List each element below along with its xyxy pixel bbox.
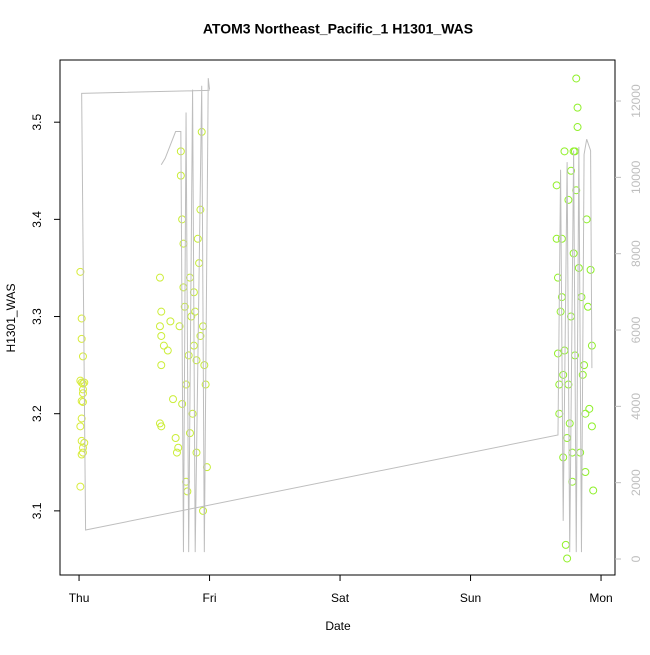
data-point (157, 331, 166, 340)
data-point (199, 506, 208, 515)
data-point (179, 239, 188, 248)
data-point (77, 314, 86, 323)
data-point (553, 273, 562, 282)
data-point (589, 486, 598, 495)
x-tick-label: Thu (69, 591, 90, 605)
data-point (556, 307, 565, 316)
data-point (583, 302, 592, 311)
y2-tick-label: 0 (629, 555, 643, 562)
data-point (155, 273, 164, 282)
y-axis-label: H1301_WAS (4, 284, 18, 353)
data-point (77, 414, 86, 423)
data-point (573, 103, 582, 112)
data-point (574, 263, 583, 272)
data-point (563, 554, 572, 563)
data-point (564, 195, 573, 204)
data-point (580, 361, 589, 370)
data-point (178, 215, 187, 224)
data-point (553, 349, 562, 358)
data-point (581, 468, 590, 476)
data-point (77, 397, 86, 406)
data-point (174, 443, 183, 452)
data-point (187, 312, 196, 321)
data-point (155, 322, 164, 331)
x-tick-label: Fri (203, 591, 217, 605)
data-point (559, 370, 568, 379)
data-point (568, 448, 577, 457)
y2-tick-label: 12000 (629, 84, 643, 118)
x-tick-label: Sat (331, 591, 350, 605)
data-point (573, 123, 582, 132)
y2-tick-label: 6000 (629, 316, 643, 343)
data-point (202, 463, 211, 472)
x-tick-label: Mon (589, 591, 612, 605)
data-point (582, 215, 591, 224)
data-point (188, 409, 197, 418)
data-point (555, 409, 564, 418)
y-tick-label: 3.5 (30, 114, 44, 131)
data-point (586, 265, 595, 274)
data-point (184, 351, 193, 360)
data-point (555, 380, 564, 389)
data-point (587, 422, 596, 431)
data-point (561, 540, 570, 549)
data-point (200, 361, 209, 370)
y2-tick-label: 2000 (629, 469, 643, 496)
line-series (81, 78, 593, 553)
data-point (183, 487, 192, 496)
y-tick-label: 3.2 (30, 405, 44, 422)
y2-tick-label: 8000 (629, 240, 643, 267)
plot-frame (59, 59, 616, 576)
data-point (572, 186, 581, 195)
data-point (569, 249, 578, 258)
data-point (163, 346, 172, 355)
data-point (78, 389, 87, 398)
x-axis-label: Date (325, 619, 351, 633)
data-point (157, 422, 166, 431)
data-point (563, 433, 572, 442)
data-point (175, 322, 184, 331)
y-tick-label: 3.1 (30, 502, 44, 519)
data-point (572, 74, 581, 83)
data-point (159, 341, 168, 350)
data-point (179, 283, 188, 292)
data-point (78, 398, 87, 407)
data-point (78, 448, 87, 457)
data-point (192, 356, 201, 365)
data-point (191, 307, 200, 316)
data-point (169, 395, 178, 404)
y-tick-label: 3.4 (30, 211, 44, 228)
data-point (76, 267, 85, 276)
data-point (565, 419, 574, 428)
data-point (171, 433, 180, 442)
y2-tick-label: 4000 (629, 393, 643, 420)
data-point (166, 317, 175, 326)
chart-title: ATOM3 Northeast_Pacific_1 H1301_WAS (203, 21, 473, 37)
data-point (78, 379, 87, 388)
data-point (577, 293, 586, 302)
y-tick-label: 3.3 (30, 308, 44, 325)
data-point (568, 477, 577, 486)
y2-tick-label: 10000 (629, 160, 643, 194)
data-point (76, 422, 85, 431)
data-point (78, 352, 87, 361)
data-point (193, 234, 202, 243)
data-point (76, 482, 85, 491)
data-point (585, 404, 594, 413)
data-point (552, 181, 561, 190)
data-point (172, 448, 181, 457)
data-point (157, 307, 166, 316)
data-point (581, 409, 590, 418)
data-point (157, 361, 166, 370)
data-point (196, 331, 205, 340)
data-point (560, 147, 569, 156)
data-point (182, 380, 191, 389)
x-tick-label: Sun (460, 591, 481, 605)
data-point (77, 334, 86, 343)
data-point (557, 234, 566, 243)
